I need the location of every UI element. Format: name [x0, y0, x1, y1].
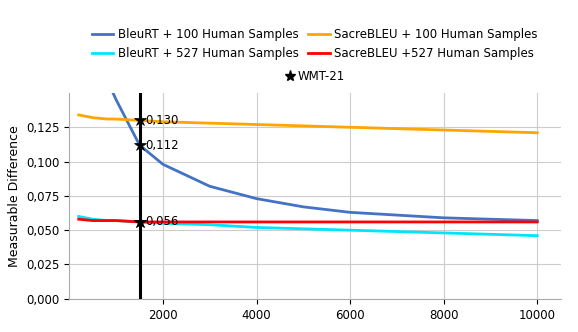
BleuRT + 100 Human Samples: [347, 210, 354, 214]
Line: BleuRT + 100 Human Samples: BleuRT + 100 Human Samples: [79, 0, 538, 220]
Legend: WMT-21: WMT-21: [285, 70, 345, 83]
Line: BleuRT + 527 Human Samples: BleuRT + 527 Human Samples: [79, 216, 538, 236]
SacreBLEU + 100 Human Samples: [75, 113, 82, 117]
Y-axis label: Measurable Difference: Measurable Difference: [8, 125, 21, 267]
SacreBLEU + 100 Human Samples: [440, 128, 447, 132]
SacreBLEU +527 Human Samples: [534, 220, 541, 224]
BleuRT + 527 Human Samples: [253, 225, 260, 229]
SacreBLEU +527 Human Samples: [440, 220, 447, 224]
SacreBLEU + 100 Human Samples: [206, 121, 213, 125]
SacreBLEU +527 Human Samples: [487, 220, 494, 224]
BleuRT + 100 Human Samples: [534, 218, 541, 222]
SacreBLEU + 100 Human Samples: [347, 125, 354, 129]
BleuRT + 527 Human Samples: [487, 232, 494, 236]
SacreBLEU + 100 Human Samples: [300, 124, 307, 128]
SacreBLEU +527 Human Samples: [394, 220, 401, 224]
SacreBLEU + 100 Human Samples: [113, 117, 120, 121]
SacreBLEU +527 Human Samples: [347, 220, 354, 224]
BleuRT + 527 Human Samples: [394, 229, 401, 233]
SacreBLEU +527 Human Samples: [253, 220, 260, 224]
BleuRT + 527 Human Samples: [206, 223, 213, 227]
BleuRT + 100 Human Samples: [206, 184, 213, 188]
BleuRT + 527 Human Samples: [347, 228, 354, 232]
SacreBLEU +527 Human Samples: [113, 218, 120, 222]
BleuRT + 527 Human Samples: [534, 234, 541, 238]
BleuRT + 100 Human Samples: [160, 162, 166, 166]
BleuRT + 527 Human Samples: [103, 218, 110, 222]
BleuRT + 527 Human Samples: [300, 227, 307, 231]
SacreBLEU +527 Human Samples: [206, 220, 213, 224]
SacreBLEU + 100 Human Samples: [160, 120, 166, 124]
SacreBLEU +527 Human Samples: [160, 220, 166, 224]
SacreBLEU + 100 Human Samples: [103, 117, 110, 121]
SacreBLEU + 100 Human Samples: [136, 119, 143, 123]
BleuRT + 100 Human Samples: [253, 197, 260, 201]
BleuRT + 100 Human Samples: [487, 217, 494, 221]
BleuRT + 527 Human Samples: [113, 218, 120, 222]
SacreBLEU + 100 Human Samples: [534, 131, 541, 135]
BleuRT + 100 Human Samples: [89, 36, 96, 40]
SacreBLEU +527 Human Samples: [136, 220, 143, 224]
Line: SacreBLEU + 100 Human Samples: SacreBLEU + 100 Human Samples: [79, 115, 538, 133]
BleuRT + 100 Human Samples: [113, 98, 120, 102]
Line: SacreBLEU +527 Human Samples: SacreBLEU +527 Human Samples: [79, 219, 538, 222]
Text: 0,130: 0,130: [145, 114, 179, 127]
BleuRT + 100 Human Samples: [394, 213, 401, 217]
SacreBLEU +527 Human Samples: [89, 218, 96, 222]
Text: 0,056: 0,056: [145, 215, 179, 228]
SacreBLEU +527 Human Samples: [300, 220, 307, 224]
SacreBLEU + 100 Human Samples: [89, 116, 96, 120]
BleuRT + 100 Human Samples: [300, 205, 307, 209]
BleuRT + 100 Human Samples: [136, 143, 143, 147]
BleuRT + 527 Human Samples: [75, 214, 82, 218]
BleuRT + 527 Human Samples: [160, 221, 166, 225]
SacreBLEU + 100 Human Samples: [394, 126, 401, 130]
BleuRT + 100 Human Samples: [103, 77, 110, 81]
BleuRT + 100 Human Samples: [440, 216, 447, 220]
SacreBLEU + 100 Human Samples: [487, 129, 494, 133]
SacreBLEU +527 Human Samples: [103, 218, 110, 222]
BleuRT + 527 Human Samples: [89, 217, 96, 221]
BleuRT + 527 Human Samples: [440, 231, 447, 235]
SacreBLEU + 100 Human Samples: [253, 123, 260, 126]
BleuRT + 527 Human Samples: [136, 220, 143, 224]
Text: 0,112: 0,112: [145, 138, 179, 152]
SacreBLEU +527 Human Samples: [75, 217, 82, 221]
